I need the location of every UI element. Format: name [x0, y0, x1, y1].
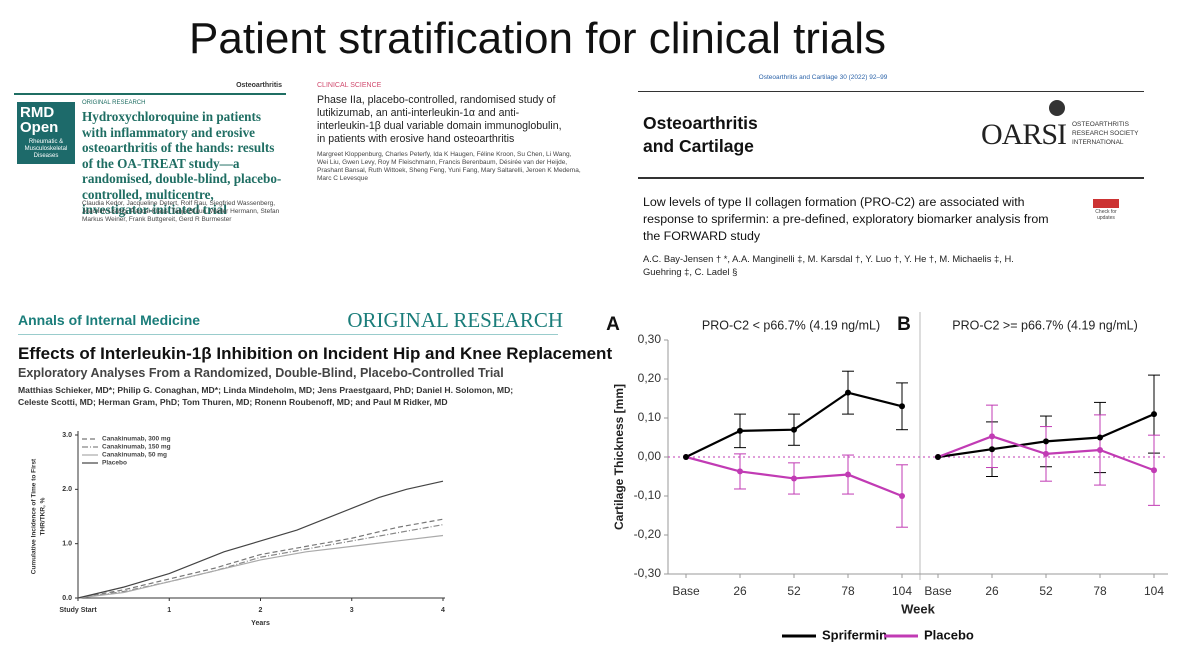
y-tick-label: 0,00 — [638, 449, 662, 463]
update-badge[interactable]: Check for updates — [1093, 199, 1119, 221]
topic-label: Osteoarthritis — [236, 82, 282, 89]
y-axis-label: Cartilage Thickness [mm] — [612, 384, 626, 530]
data-point — [1151, 411, 1157, 418]
x-tick-label: Base — [924, 584, 952, 598]
paper-title: Hydroxychloroquine in patients with infl… — [82, 109, 282, 217]
y-tick-label: -0,30 — [634, 566, 662, 580]
data-point — [1151, 467, 1157, 474]
y-tick-label: -0,20 — [634, 527, 662, 541]
y-tick-label: 1.0 — [62, 541, 72, 548]
data-point — [1097, 446, 1103, 453]
x-tick-label: Base — [672, 584, 700, 598]
oarsi-logo: OARSI — [981, 118, 1067, 151]
x-tick-label: 2 — [259, 607, 263, 614]
data-point — [683, 454, 689, 460]
paper-authors: Matthias Schieker, MD*; Philip G. Conagh… — [18, 385, 514, 407]
y-tick-label: 3.0 — [62, 432, 72, 439]
y-tick-label: 2.0 — [62, 486, 72, 493]
curve — [77, 518, 444, 599]
y-tick-label: 0,20 — [638, 371, 662, 385]
data-point — [899, 403, 905, 410]
curve — [77, 480, 444, 599]
journal-logo: RMD Open Rheumatic & Musculoskeletal Dis… — [17, 102, 75, 164]
data-point — [935, 454, 941, 460]
data-point — [845, 389, 851, 396]
paper-authors: Margreet Kloppenburg, Charles Peterfy, I… — [317, 151, 581, 182]
data-point — [1097, 434, 1103, 441]
y-tick-label: 0,10 — [638, 410, 662, 424]
paper-subtitle: Exploratory Analyses From a Randomized, … — [18, 366, 504, 380]
journal-sub: Rheumatic & Musculoskeletal Diseases — [24, 139, 68, 159]
x-tick-label: 1 — [167, 607, 171, 614]
logo-globe — [1049, 100, 1065, 116]
data-point — [1043, 450, 1049, 457]
section-label: CLINICAL SCIENCE — [317, 82, 382, 89]
x-tick-label: 52 — [787, 584, 801, 598]
y-axis-label: Cumulative Incidence of Time to First — [31, 458, 38, 574]
x-tick-label: 26 — [985, 584, 999, 598]
y-tick-label: 0.0 — [62, 595, 72, 602]
curve — [77, 524, 444, 599]
rule — [638, 91, 1144, 92]
journal-name: Osteoarthritis and Cartilage — [643, 113, 758, 156]
y-tick-label: 0,30 — [638, 332, 662, 346]
x-tick-label: 26 — [733, 584, 747, 598]
x-axis-label: Years — [251, 620, 270, 627]
legend-label: Canakinumab, 300 mg — [102, 436, 171, 443]
y-tick-label: -0,10 — [634, 488, 662, 502]
x-tick-label: 4 — [441, 607, 445, 614]
legend-label: Placebo — [924, 627, 974, 642]
citation: Osteoarthritis and Cartilage 30 (2022) 9… — [758, 74, 888, 81]
data-point — [737, 468, 743, 475]
paper-authors: A.C. Bay-Jensen † *, A.A. Manginelli ‡, … — [643, 253, 1014, 277]
paper-card: Annals of Internal Medicine ORIGINAL RES… — [18, 308, 612, 413]
paper-card: Osteoarthritis and Cartilage 30 (2022) 9… — [638, 74, 1146, 277]
paper-card: CLINICAL SCIENCE Phase IIa, placebo-cont… — [317, 82, 592, 207]
paper-authors: Claudia Kedor, Jacqueline Detert, Rolf R… — [82, 200, 280, 223]
legend-label: Placebo — [102, 460, 127, 467]
x-tick-label: 52 — [1039, 584, 1053, 598]
rule — [14, 93, 286, 95]
data-point — [899, 493, 905, 499]
panel-subtitle: PRO-C2 >= p66.7% (4.19 ng/mL) — [952, 318, 1138, 332]
data-point — [791, 475, 797, 482]
x-axis-label: Week — [901, 601, 935, 616]
curve — [77, 534, 444, 599]
data-point — [737, 427, 743, 434]
panel-subtitle: PRO-C2 < p66.7% (4.19 ng/mL) — [702, 318, 880, 332]
data-point — [845, 471, 851, 478]
rule — [638, 177, 1144, 179]
oarsi-sub: OSTEOARTHRITIS RESEARCH SOCIETY INTERNAT… — [1072, 121, 1139, 146]
x-tick-label: 104 — [1144, 584, 1164, 598]
data-point — [791, 426, 797, 433]
y-axis-label: THR/TKR, % — [40, 497, 47, 535]
legend-label: Canakinumab, 50 mg — [102, 452, 167, 459]
paper-title: Phase IIa, placebo-controlled, randomise… — [317, 94, 562, 145]
legend-label: Canakinumab, 150 mg — [102, 444, 171, 451]
slide-title: Patient stratification for clinical tria… — [189, 14, 886, 63]
x-tick-label: Study Start — [59, 607, 97, 614]
journal-name: RMD Open — [20, 104, 59, 136]
x-tick-label: 104 — [892, 584, 912, 598]
x-tick-label: 78 — [841, 584, 855, 598]
panel-label: B — [897, 314, 911, 335]
x-tick-label: 3 — [350, 607, 354, 614]
data-point — [989, 433, 995, 440]
data-point — [989, 446, 995, 453]
paper-card: Osteoarthritis RMD Open Rheumatic & Musc… — [14, 82, 286, 237]
section-label: ORIGINAL RESEARCH — [82, 100, 146, 106]
journal-name: Annals of Internal Medicine — [18, 312, 201, 328]
x-tick-label: 78 — [1093, 584, 1107, 598]
paper-title: Low levels of type II collagen formation… — [643, 195, 1049, 243]
data-point — [1043, 438, 1049, 445]
section-label: ORIGINAL RESEARCH — [347, 308, 563, 332]
rule — [18, 334, 558, 335]
panel-label: A — [606, 314, 620, 335]
legend-label: Sprifermin — [822, 627, 887, 642]
paper-title: Effects of Interleukin-1β Inhibition on … — [18, 344, 613, 363]
